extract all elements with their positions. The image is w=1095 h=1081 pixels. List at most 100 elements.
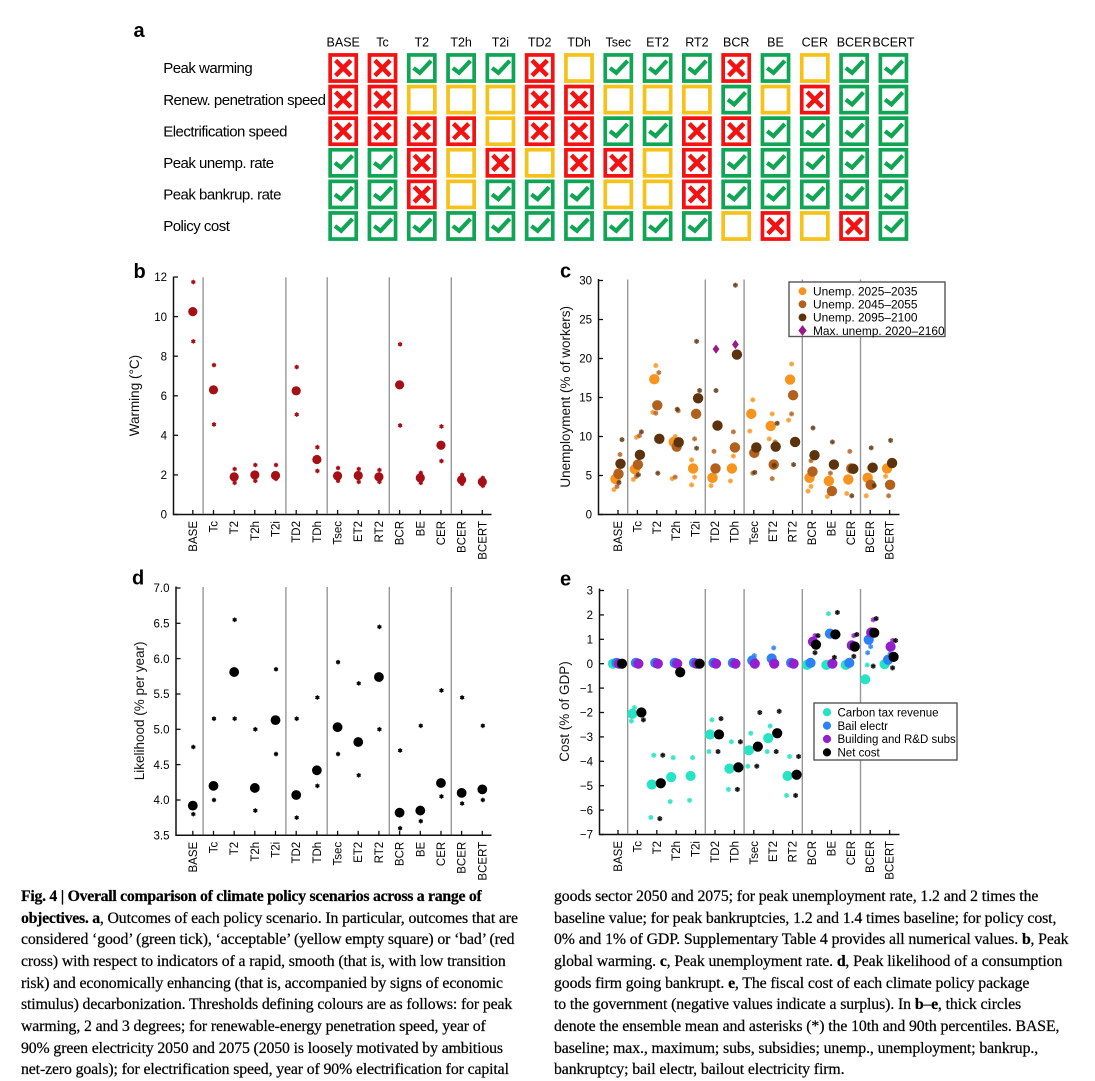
svg-text:Tc: Tc: [376, 36, 389, 50]
svg-text:ET2: ET2: [768, 521, 780, 542]
svg-text:T2h: T2h: [671, 841, 683, 861]
svg-text:TDh: TDh: [729, 521, 741, 543]
svg-text:12: 12: [154, 272, 167, 284]
svg-text:CER: CER: [802, 36, 828, 50]
svg-text:BASE: BASE: [188, 521, 200, 552]
svg-text:0: 0: [587, 659, 593, 671]
svg-text:T2h: T2h: [250, 521, 262, 541]
svg-text:ET2: ET2: [768, 841, 780, 862]
svg-text:BCR: BCR: [807, 841, 819, 865]
svg-text:T2: T2: [229, 842, 241, 855]
svg-text:20: 20: [579, 354, 592, 366]
svg-text:Renew. penetration speed: Renew. penetration speed: [163, 92, 325, 109]
svg-text:a: a: [134, 20, 146, 42]
svg-text:−1: −1: [580, 683, 593, 695]
svg-text:5.0: 5.0: [154, 725, 170, 737]
svg-text:5: 5: [586, 471, 592, 483]
svg-text:2: 2: [587, 610, 593, 622]
svg-text:BE: BE: [415, 521, 427, 537]
svg-text:BASE: BASE: [613, 521, 625, 552]
svg-text:CER: CER: [846, 841, 858, 865]
svg-text:RT2: RT2: [788, 841, 800, 863]
svg-text:TD2: TD2: [528, 36, 552, 50]
svg-text:10: 10: [579, 432, 592, 444]
svg-text:Warming (°C): Warming (°C): [127, 355, 142, 436]
svg-text:T2i: T2i: [271, 521, 283, 537]
svg-text:T2h: T2h: [250, 842, 262, 862]
svg-text:TDh: TDh: [312, 842, 324, 864]
svg-text:4: 4: [161, 431, 168, 443]
svg-text:Likelihood (% per year): Likelihood (% per year): [132, 641, 147, 780]
svg-text:7.0: 7.0: [154, 583, 170, 595]
svg-text:Net cost: Net cost: [838, 748, 881, 760]
svg-text:2: 2: [161, 470, 167, 482]
svg-text:BCERT: BCERT: [885, 521, 897, 560]
svg-text:TD2: TD2: [291, 842, 303, 864]
svg-text:4.5: 4.5: [154, 760, 170, 772]
svg-text:8: 8: [161, 351, 167, 363]
svg-text:T2: T2: [652, 841, 664, 854]
svg-text:−3: −3: [580, 732, 593, 744]
svg-text:Peak warming: Peak warming: [163, 60, 252, 77]
svg-text:BCERT: BCERT: [477, 842, 489, 881]
svg-text:−2: −2: [580, 708, 593, 720]
svg-text:Tc: Tc: [209, 842, 221, 854]
svg-text:TDh: TDh: [312, 521, 324, 543]
svg-text:Policy cost: Policy cost: [163, 218, 231, 235]
svg-text:TDh: TDh: [729, 841, 741, 863]
svg-text:BCR: BCR: [723, 36, 749, 50]
svg-text:T2i: T2i: [691, 521, 703, 537]
svg-text:RT2: RT2: [374, 842, 386, 864]
svg-text:Tsec: Tsec: [333, 521, 345, 545]
svg-text:5.5: 5.5: [154, 689, 170, 701]
svg-text:3.5: 3.5: [154, 831, 170, 843]
svg-text:Carbon tax revenue: Carbon tax revenue: [838, 707, 939, 719]
svg-text:Peak bankrup. rate: Peak bankrup. rate: [163, 187, 281, 204]
svg-text:Unemp. 2095–2100: Unemp. 2095–2100: [813, 311, 918, 325]
svg-text:Electrification speed: Electrification speed: [163, 123, 287, 140]
svg-text:BE: BE: [826, 521, 838, 537]
svg-text:TD2: TD2: [710, 841, 722, 863]
svg-text:Tsec: Tsec: [605, 36, 631, 50]
svg-text:0: 0: [161, 510, 167, 522]
svg-text:T2: T2: [652, 521, 664, 534]
svg-text:Tc: Tc: [209, 521, 221, 533]
svg-text:e: e: [560, 569, 571, 591]
svg-text:−5: −5: [580, 781, 593, 793]
svg-text:RT2: RT2: [685, 36, 708, 50]
svg-text:BCER: BCER: [865, 521, 877, 553]
svg-text:0: 0: [586, 510, 592, 522]
svg-text:BCERT: BCERT: [477, 521, 489, 560]
svg-text:Tc: Tc: [632, 521, 644, 533]
svg-text:Peak unemp. rate: Peak unemp. rate: [163, 155, 274, 172]
svg-text:BCER: BCER: [837, 36, 872, 50]
svg-text:Cost (% of GDP): Cost (% of GDP): [557, 661, 572, 762]
svg-text:BASE: BASE: [327, 36, 360, 50]
svg-text:Unemp. 2025–2035: Unemp. 2025–2035: [813, 285, 918, 299]
svg-text:T2: T2: [415, 36, 430, 50]
svg-text:BCERT: BCERT: [872, 36, 915, 50]
svg-text:Tsec: Tsec: [749, 521, 761, 545]
svg-text:Unemployment (% of workers): Unemployment (% of workers): [558, 306, 573, 488]
svg-text:−7: −7: [580, 830, 593, 842]
svg-text:Max. unemp. 2020–2160: Max. unemp. 2020–2160: [813, 324, 945, 338]
svg-text:6.0: 6.0: [154, 654, 170, 666]
svg-text:10: 10: [154, 312, 167, 324]
svg-text:T2i: T2i: [691, 841, 703, 857]
svg-text:T2i: T2i: [492, 36, 509, 50]
svg-text:Tsec: Tsec: [333, 842, 345, 866]
svg-text:BCER: BCER: [457, 521, 469, 553]
svg-text:−4: −4: [580, 757, 594, 769]
svg-text:T2: T2: [229, 521, 241, 534]
svg-text:15: 15: [579, 393, 592, 405]
svg-text:CER: CER: [436, 521, 448, 545]
svg-text:TDh: TDh: [567, 36, 591, 50]
svg-text:Tc: Tc: [632, 841, 644, 853]
svg-text:Building and R&D subs: Building and R&D subs: [838, 734, 957, 746]
svg-text:T2h: T2h: [450, 36, 472, 50]
svg-text:6.5: 6.5: [154, 619, 170, 631]
svg-text:CER: CER: [436, 842, 448, 866]
svg-text:BCERT: BCERT: [885, 841, 897, 880]
svg-text:Unemp. 2045–2055: Unemp. 2045–2055: [813, 298, 918, 312]
svg-text:BCR: BCR: [395, 842, 407, 866]
